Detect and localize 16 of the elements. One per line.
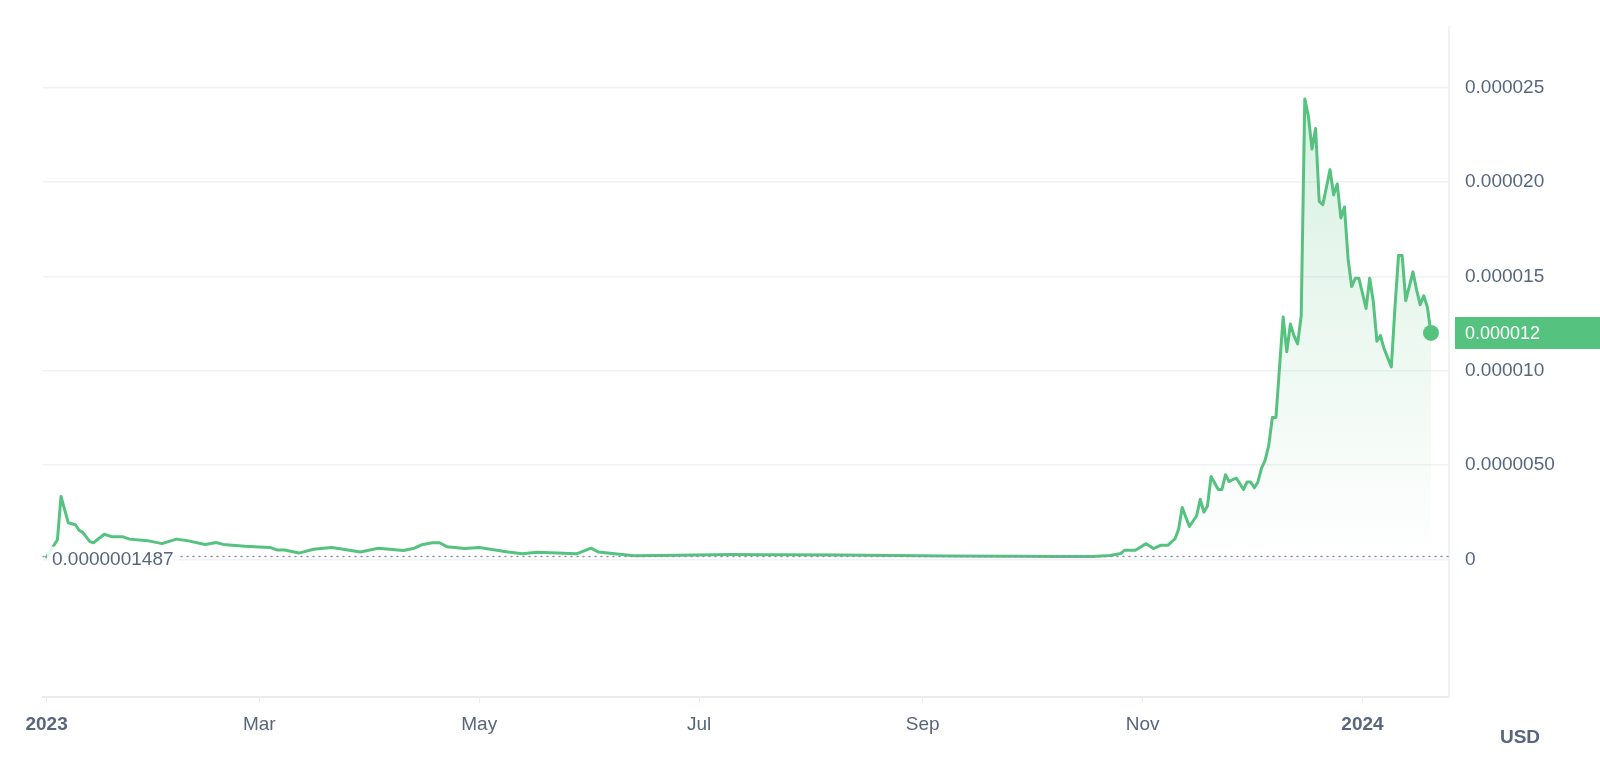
x-tick-label: 2024: [1341, 712, 1385, 734]
y-tick-label: 0.000010: [1465, 358, 1545, 380]
x-tick-label: Jul: [686, 712, 712, 734]
x-tick-label: Nov: [1125, 712, 1160, 734]
y-tick-label: 0.000020: [1465, 170, 1545, 192]
y-tick-label: 0.000015: [1465, 264, 1545, 286]
x-tick-label: Sep: [905, 712, 940, 734]
x-tick-label: Mar: [242, 712, 277, 734]
y-tick-label: 0: [1465, 547, 1476, 569]
y-axis-title: USD: [1499, 726, 1541, 748]
annotation: 0.000012: [1465, 322, 1541, 343]
x-tick-label: May: [461, 712, 498, 734]
y-tick-label: 0.0000050: [1465, 453, 1555, 475]
ref-line-label: 0.0000001487: [52, 547, 174, 569]
x-tick-label: 2023: [25, 712, 68, 734]
y-tick-label: 0.000025: [1465, 75, 1545, 97]
